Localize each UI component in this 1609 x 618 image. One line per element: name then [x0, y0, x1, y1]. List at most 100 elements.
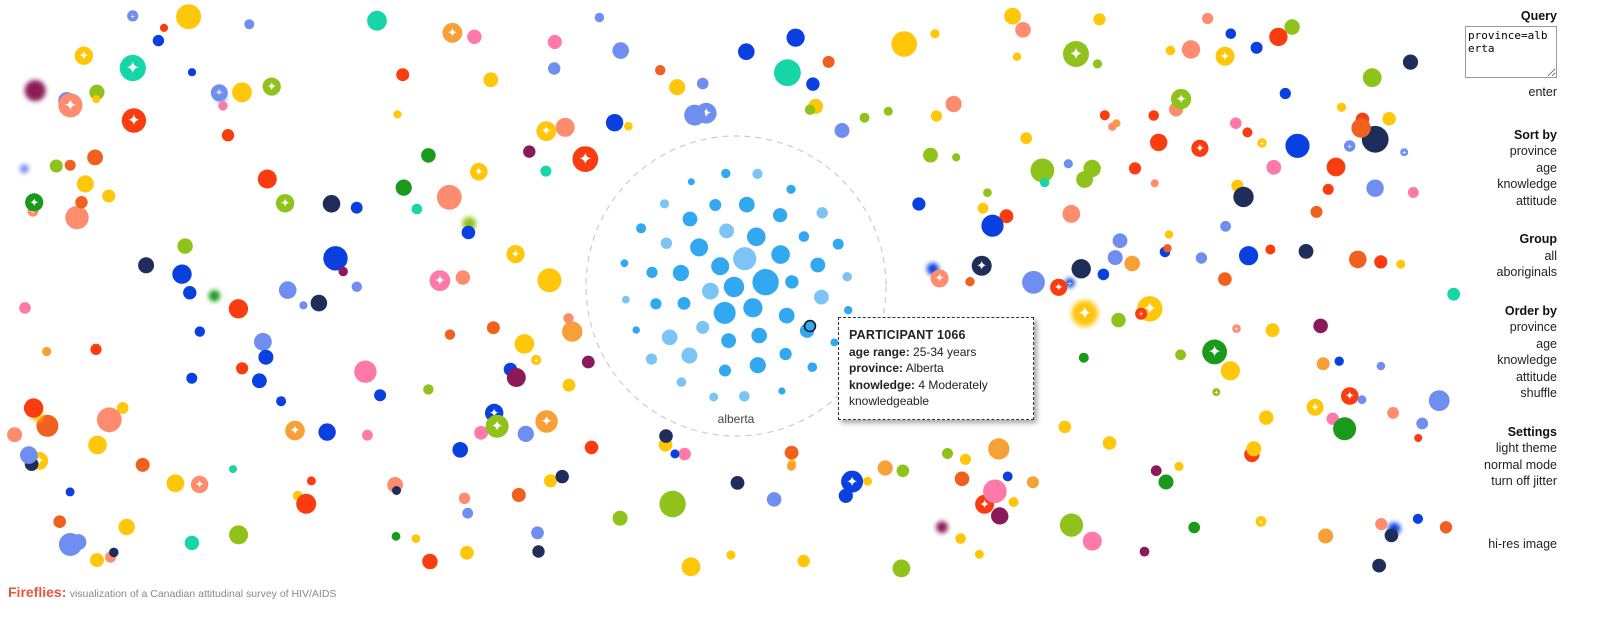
participant-dot[interactable] [254, 332, 272, 351]
cluster-dot[interactable] [778, 307, 795, 324]
participant-dot[interactable] [89, 84, 105, 100]
participant-dot[interactable] [176, 4, 202, 30]
participant-dot[interactable] [1188, 521, 1200, 534]
participant-dot[interactable] [1004, 7, 1021, 25]
participant-dot[interactable] [1012, 52, 1022, 61]
participant-dot[interactable] [1082, 531, 1102, 551]
participant-dot[interactable] [1242, 127, 1253, 138]
participant-dot[interactable] [460, 545, 474, 560]
participant-dot[interactable] [1375, 518, 1388, 531]
participant-dot[interactable] [930, 269, 949, 288]
participant-dot[interactable] [36, 414, 59, 437]
participant-dot[interactable] [834, 123, 850, 138]
participant-dot[interactable] [1171, 88, 1192, 110]
settings-option-theme[interactable]: light theme [1495, 441, 1557, 455]
participant-dot[interactable] [24, 80, 46, 102]
cluster-dot[interactable] [711, 257, 730, 276]
participant-dot[interactable] [467, 29, 482, 44]
participant-dot[interactable] [455, 270, 471, 285]
participant-dot[interactable] [594, 12, 605, 23]
participant-dot[interactable] [350, 201, 363, 214]
participant-dot[interactable] [1063, 41, 1089, 67]
participant-dot[interactable] [65, 205, 89, 230]
participant-dot[interactable] [276, 396, 287, 407]
cluster-dot[interactable] [696, 320, 710, 334]
participant-dot[interactable] [474, 425, 488, 440]
cluster-dot[interactable] [702, 282, 719, 300]
participant-dot[interactable] [411, 203, 423, 215]
participant-dot[interactable] [1108, 122, 1117, 131]
participant-dot[interactable] [53, 515, 66, 528]
participant-dot[interactable] [20, 446, 38, 464]
participant-dot[interactable] [1257, 138, 1267, 148]
cluster-dot[interactable] [786, 184, 796, 194]
participant-dot[interactable] [548, 62, 561, 75]
participant-dot[interactable] [1212, 388, 1221, 397]
participant-dot[interactable] [436, 184, 462, 210]
cluster-dot[interactable] [747, 227, 766, 247]
group-option-aboriginals[interactable]: aboriginals [1496, 265, 1557, 279]
cluster-dot[interactable] [721, 333, 736, 348]
participant-dot[interactable] [1026, 476, 1039, 489]
participant-dot[interactable] [1428, 390, 1450, 411]
participant-dot[interactable] [70, 534, 87, 551]
participant-dot[interactable] [19, 302, 31, 314]
participant-dot[interactable] [1341, 387, 1359, 405]
participant-dot[interactable] [338, 266, 348, 277]
participant-dot[interactable] [442, 22, 463, 43]
participant-dot[interactable] [930, 29, 940, 39]
participant-dot[interactable] [395, 179, 412, 196]
participant-dot[interactable] [1050, 278, 1068, 296]
participant-dot[interactable] [1255, 516, 1267, 527]
cluster-dot[interactable] [749, 357, 766, 374]
cluster-dot[interactable] [672, 264, 690, 282]
participant-dot[interactable] [535, 410, 558, 433]
participant-dot[interactable] [1148, 110, 1159, 121]
participant-dot[interactable] [138, 257, 155, 274]
participant-dot[interactable] [766, 492, 782, 507]
participant-dot[interactable] [517, 425, 534, 442]
participant-dot[interactable] [1407, 187, 1419, 198]
participant-dot[interactable] [1387, 407, 1399, 419]
participant-dot[interactable] [87, 149, 103, 166]
cluster-dot[interactable] [621, 295, 630, 304]
participant-dot[interactable] [1269, 27, 1288, 47]
participant-dot[interactable] [1316, 357, 1330, 371]
participant-dot[interactable] [1400, 148, 1409, 157]
participant-dot[interactable] [119, 54, 146, 82]
participant-dot[interactable] [584, 440, 599, 455]
participant-dot[interactable] [109, 547, 119, 558]
participant-dot[interactable] [310, 294, 328, 312]
participant-dot[interactable] [891, 31, 917, 57]
participant-dot[interactable] [1382, 112, 1396, 126]
participant-dot[interactable] [1402, 54, 1419, 70]
fireflies-visualization[interactable]: ✦+✦+✦✦✦✦++✦✦+✦✦✦✦++✦✦✦✦✦✦✦✦✦✦+✦✦✦✦✦✦✦✦✦✦… [0, 0, 1460, 590]
cluster-dot[interactable] [659, 199, 670, 209]
participant-dot[interactable] [229, 525, 249, 545]
participant-dot[interactable] [236, 362, 249, 375]
participant-dot[interactable] [184, 535, 200, 551]
participant-dot[interactable] [1250, 41, 1263, 54]
participant-dot[interactable] [1174, 461, 1184, 471]
participant-dot[interactable] [977, 202, 989, 214]
participant-dot[interactable] [1412, 513, 1423, 524]
participant-dot[interactable] [1416, 417, 1429, 430]
participant-dot[interactable] [88, 435, 107, 455]
participant-dot[interactable] [19, 164, 29, 174]
participant-dot[interactable] [1246, 441, 1262, 457]
participant-dot[interactable] [1374, 255, 1388, 269]
cluster-dot[interactable] [719, 364, 731, 377]
participant-dot[interactable] [1322, 183, 1334, 195]
participant-dot[interactable] [116, 402, 129, 414]
participant-dot[interactable] [1357, 395, 1367, 405]
participant-dot[interactable] [354, 360, 377, 383]
cluster-dot[interactable] [738, 196, 755, 213]
participant-dot[interactable] [1414, 434, 1423, 442]
participant-dot[interactable] [681, 557, 701, 577]
participant-dot[interactable] [257, 169, 277, 189]
participant-dot[interactable] [275, 194, 295, 213]
participant-dot[interactable] [1092, 59, 1103, 69]
cluster-dot[interactable] [632, 326, 640, 334]
participant-dot[interactable] [1376, 361, 1386, 371]
participant-dot[interactable] [58, 93, 83, 118]
